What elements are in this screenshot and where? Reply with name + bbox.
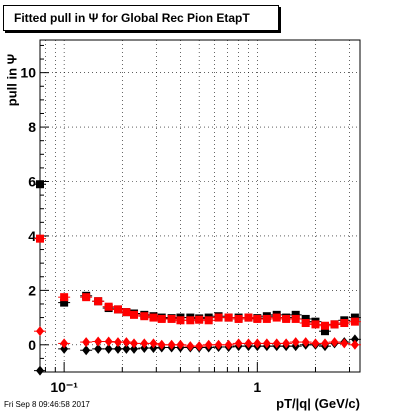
plot-title-box: Fitted pull in Ψ for Global Rec Pion Eta… [3, 5, 279, 31]
data-point-diamond [262, 338, 271, 349]
data-point-diamond [82, 337, 91, 348]
data-point-diamond [130, 338, 139, 349]
data-point-diamond [94, 336, 103, 347]
data-point-square [140, 312, 149, 321]
data-point-square [340, 319, 349, 328]
x-axis-label: pT/|q| (GeV/c) [276, 396, 360, 411]
data-point-diamond [122, 343, 131, 354]
data-point-diamond [311, 338, 320, 349]
data-point-square [320, 321, 329, 330]
data-point-square [157, 314, 166, 323]
data-point-diamond [122, 337, 131, 348]
data-point-diamond [36, 326, 44, 337]
data-point-diamond [140, 338, 149, 349]
y-tick-label: 8 [28, 119, 36, 135]
data-point-diamond [36, 365, 44, 376]
data-point-diamond [113, 343, 122, 354]
data-point-square [60, 293, 69, 302]
data-point-square [253, 314, 262, 323]
data-point-square [330, 320, 339, 329]
data-point-square [36, 234, 44, 243]
data-point-square [350, 317, 359, 326]
data-point-diamond [204, 339, 213, 350]
x-tick-label: 1 [253, 379, 261, 395]
data-point-diamond [94, 343, 103, 354]
data-point-diamond [167, 339, 176, 350]
data-point-square [82, 293, 91, 302]
data-point-diamond [214, 339, 223, 350]
data-point-diamond [176, 339, 185, 350]
data-point-diamond [350, 334, 359, 345]
data-point-square [36, 180, 44, 189]
data-point-square [130, 310, 139, 319]
data-point-square [214, 313, 223, 322]
data-point-diamond [244, 338, 253, 349]
data-point-diamond [301, 337, 310, 348]
data-point-square [262, 314, 271, 323]
data-point-diamond [82, 345, 91, 356]
data-point-square [224, 313, 233, 322]
data-point-square [301, 319, 310, 328]
data-point-square [311, 320, 320, 329]
data-point-square [350, 313, 359, 322]
data-point-square [176, 316, 185, 325]
data-point-diamond [113, 337, 122, 348]
data-point-square [167, 314, 176, 323]
timestamp: Fri Sep 8 09:46:58 2017 [4, 400, 90, 409]
data-point-diamond [234, 338, 243, 349]
y-tick-label: 6 [28, 174, 36, 190]
data-point-diamond [340, 338, 349, 349]
data-point-square [291, 314, 300, 323]
data-point-diamond [60, 338, 69, 349]
data-point-square [301, 314, 310, 323]
data-point-square [195, 315, 204, 324]
data-point-square [282, 314, 291, 323]
data-point-diamond [104, 343, 113, 354]
data-point-square [291, 310, 300, 319]
data-point-diamond [291, 337, 300, 348]
data-point-diamond [253, 338, 262, 349]
data-point-square [234, 314, 243, 323]
data-point-square [186, 316, 195, 325]
data-point-diamond [104, 336, 113, 347]
data-point-square [244, 313, 253, 322]
data-point-diamond [272, 338, 281, 349]
data-point-diamond [350, 339, 359, 350]
y-tick-label: 0 [28, 337, 36, 353]
data-point-diamond [195, 341, 204, 352]
plot-title: Fitted pull in Ψ for Global Rec Pion Eta… [14, 11, 250, 25]
data-point-diamond [60, 343, 69, 354]
data-point-diamond [130, 343, 139, 354]
data-point-diamond [157, 339, 166, 350]
data-point-diamond [320, 338, 329, 349]
data-point-diamond [149, 338, 158, 349]
y-tick-label: 2 [28, 282, 36, 298]
data-point-diamond [224, 339, 233, 350]
data-point-square [122, 308, 131, 317]
data-point-square [60, 298, 69, 307]
data-point-diamond [330, 337, 339, 348]
y-tick-label: 4 [28, 228, 36, 244]
data-point-diamond [282, 338, 291, 349]
data-point-diamond [186, 341, 195, 352]
data-point-square [320, 327, 329, 336]
data-point-square [104, 302, 113, 311]
y-tick-label: 10 [20, 65, 36, 81]
data-point-square [113, 305, 122, 314]
data-point-square [272, 313, 281, 322]
data-point-square [94, 297, 103, 306]
x-tick-label: 10⁻¹ [50, 379, 78, 395]
data-point-square [149, 313, 158, 322]
data-point-square [204, 316, 213, 325]
